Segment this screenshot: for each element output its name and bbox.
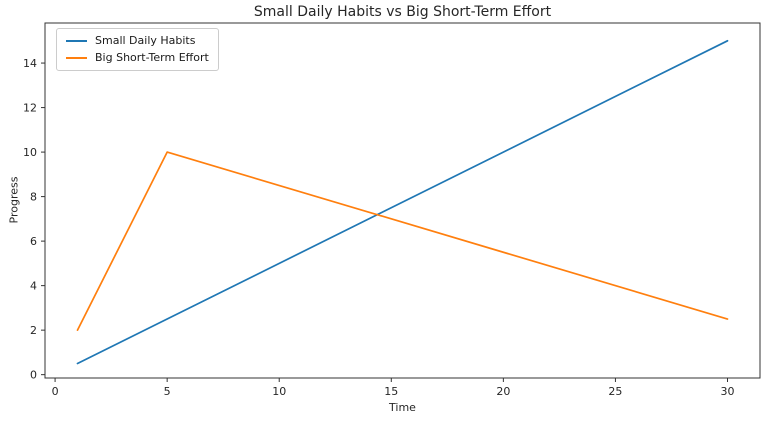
legend-label: Big Short-Term Effort [95, 51, 209, 64]
x-tick-label: 10 [272, 385, 286, 398]
series-line-small-daily-habits [76, 39, 729, 365]
legend-item: Small Daily Habits [66, 34, 209, 47]
x-tick-label: 20 [496, 385, 510, 398]
y-tick-label: 0 [30, 369, 37, 382]
legend-line-swatch-blue [66, 39, 87, 42]
y-tick-label: 2 [30, 324, 37, 337]
y-tick-label: 14 [23, 57, 37, 70]
x-tick-label: 5 [164, 385, 171, 398]
series-line-big-short-term-effort [76, 151, 729, 331]
x-tick-label: 15 [384, 385, 398, 398]
x-tick-label: 30 [721, 385, 735, 398]
legend-line-swatch-orange [66, 56, 87, 59]
y-tick-label: 8 [30, 191, 37, 204]
legend-item: Big Short-Term Effort [66, 51, 209, 64]
y-tick-label: 6 [30, 235, 37, 248]
x-tick-label: 0 [52, 385, 59, 398]
plot-frame [44, 22, 761, 379]
chart-title: Small Daily Habits vs Big Short-Term Eff… [253, 4, 552, 20]
legend-label: Small Daily Habits [95, 34, 196, 47]
x-tick-label: 25 [608, 385, 622, 398]
y-axis-label: Progress [7, 176, 21, 224]
y-tick-label: 12 [23, 102, 37, 115]
legend: Small Daily Habits Big Short-Term Effort [56, 28, 219, 71]
y-tick-label: 4 [30, 280, 37, 293]
x-axis-label: Time [389, 401, 416, 414]
y-tick-label: 10 [23, 146, 37, 159]
